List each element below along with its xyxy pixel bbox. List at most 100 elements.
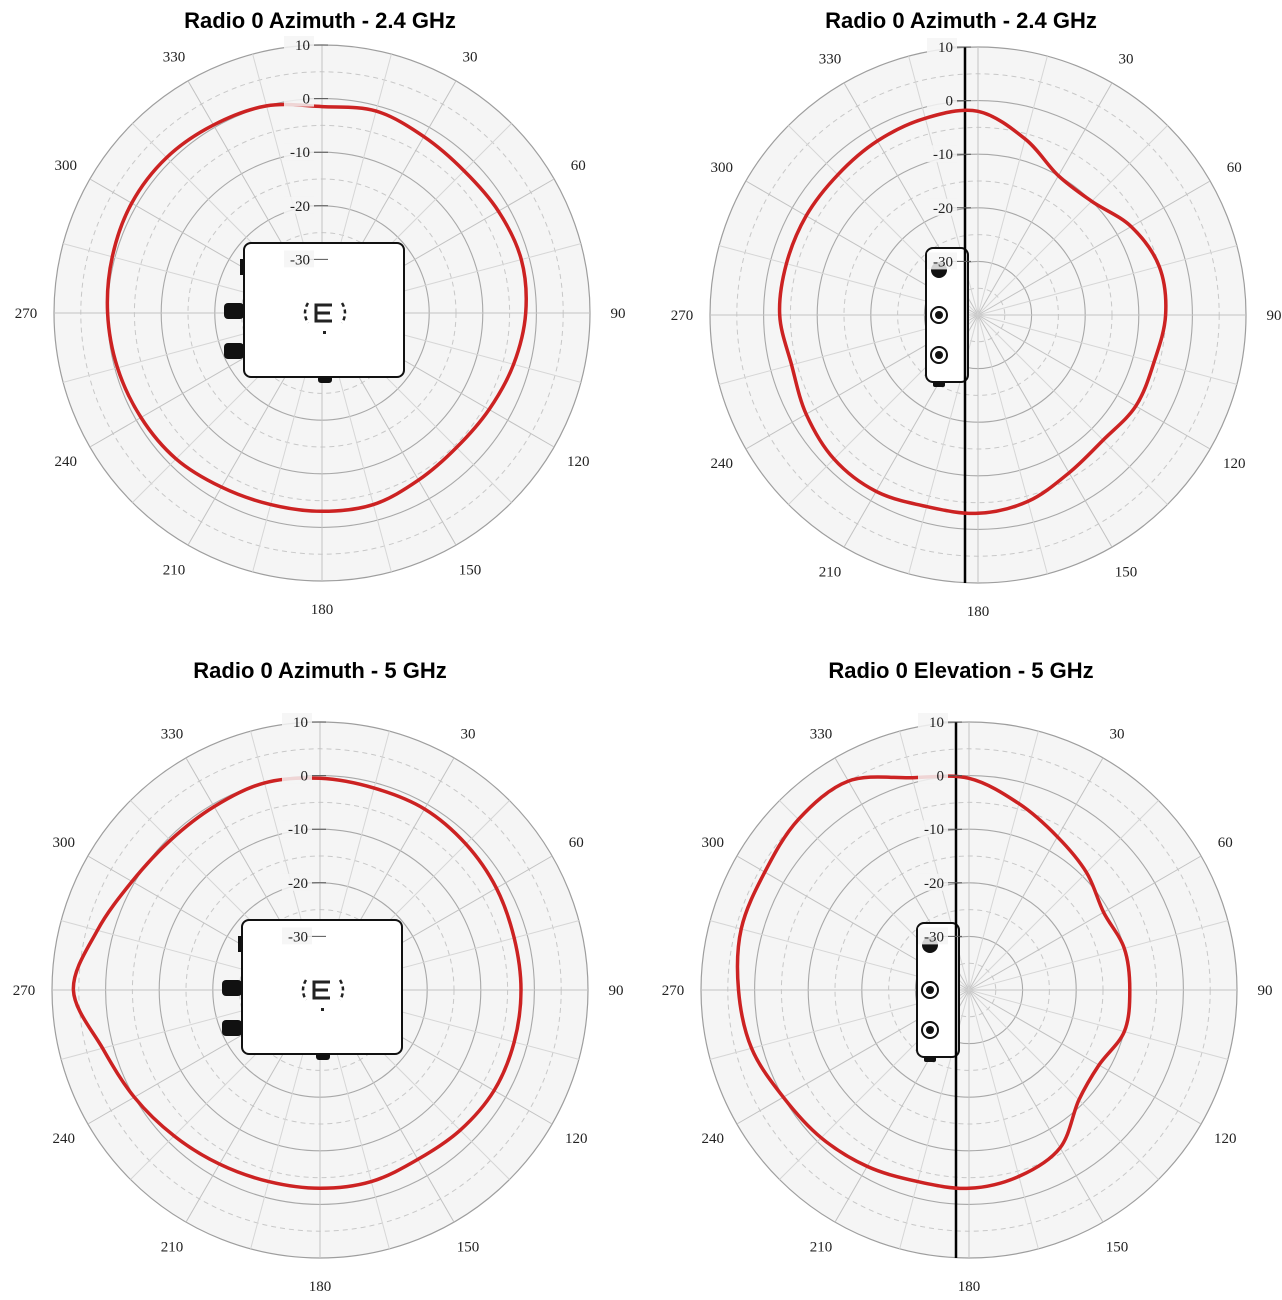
grid-spoke <box>968 989 1104 1223</box>
access-point-side-view <box>925 247 969 387</box>
grid-spoke <box>977 82 1113 316</box>
r-tick-label: 10 <box>938 40 953 56</box>
grid-spoke <box>968 757 1104 991</box>
grid-spoke <box>977 180 1211 316</box>
r-tick-label: -10 <box>924 822 944 838</box>
angle-label: 300 <box>54 158 77 174</box>
angle-label: 60 <box>1227 160 1242 176</box>
angle-label: 300 <box>710 160 733 176</box>
grid-spoke <box>977 314 1113 548</box>
r-tick-label: -20 <box>933 201 953 217</box>
angle-label: 60 <box>1218 835 1233 851</box>
angle-label: 330 <box>819 52 842 68</box>
angle-label: 120 <box>567 454 590 470</box>
angle-label: 120 <box>1223 456 1246 472</box>
pattern-line <box>777 108 1168 516</box>
r-tick-label: -10 <box>288 822 308 838</box>
r-tick-label: 10 <box>929 715 944 731</box>
grid-spoke <box>968 989 1159 1180</box>
angle-label: 330 <box>163 50 186 66</box>
chart-panel-1: Radio 0 Azimuth - 2.4 GHz 30 60 90 120 150 180… <box>0 0 641 650</box>
r-tick-label: -30 <box>924 929 944 945</box>
grid-spoke <box>977 314 1048 574</box>
grid-spoke <box>968 731 1039 991</box>
r-tick-label: -10 <box>290 145 310 161</box>
angle-label: 270 <box>662 983 685 999</box>
angle-label: 180 <box>967 604 990 620</box>
polar-chart: Radio 0 Azimuth - 2.4 GHz 30 60 90 120 150 180… <box>671 8 1282 620</box>
r-tick-label: -30 <box>290 252 310 268</box>
angle-label: 300 <box>52 835 75 851</box>
angle-label: 90 <box>1267 308 1282 324</box>
angle-label: 270 <box>13 983 36 999</box>
angle-label: 180 <box>309 1279 332 1295</box>
grid-spoke <box>968 855 1202 991</box>
chart-panel-2: Radio 0 Azimuth - 2.4 GHz 30 60 90 120 150 180… <box>641 0 1282 650</box>
angle-label: 210 <box>163 562 186 578</box>
angle-label: 60 <box>569 835 584 851</box>
r-tick-label: 10 <box>293 715 308 731</box>
angle-label: 240 <box>701 1131 724 1147</box>
r-tick-label: 0 <box>937 769 945 785</box>
grid-spoke <box>977 314 1211 450</box>
angle-label: 300 <box>701 835 724 851</box>
chart-title: Radio 0 Azimuth - 2.4 GHz <box>825 8 1097 33</box>
angle-label: 180 <box>958 1279 981 1295</box>
angle-label: 120 <box>565 1131 588 1147</box>
angle-label: 210 <box>810 1239 833 1255</box>
grid-spoke <box>977 56 1048 316</box>
chart-title: Radio 0 Azimuth - 5 GHz <box>193 658 446 683</box>
polar-chart: Radio 0 Azimuth - 2.4 GHz 30 60 90 120 150 180… <box>15 8 626 618</box>
r-tick-label: -20 <box>288 876 308 892</box>
grid-spoke <box>977 125 1168 316</box>
r-tick-label: -10 <box>933 147 953 163</box>
angle-label: 90 <box>611 306 626 322</box>
angle-label: 270 <box>671 308 694 324</box>
angle-label: 150 <box>1106 1239 1129 1255</box>
angle-label: 30 <box>461 727 476 743</box>
grid-spoke <box>968 800 1159 991</box>
r-tick-label: -30 <box>933 254 953 270</box>
r-tick-label: -20 <box>290 199 310 215</box>
chart-title: Radio 0 Azimuth - 2.4 GHz <box>184 8 456 33</box>
pattern-line <box>71 776 523 1191</box>
r-tick-label: 0 <box>301 769 309 785</box>
polar-chart: Radio 0 Azimuth - 5 GHz 30 60 90 120 150 180 21… <box>13 658 624 1295</box>
angle-label: 240 <box>710 456 733 472</box>
angle-label: 180 <box>311 602 334 618</box>
polar-chart: Radio 0 Elevation - 5 GHz 30 60 90 120 150 180… <box>662 658 1273 1295</box>
angle-label: 30 <box>1110 727 1125 743</box>
angle-label: 60 <box>571 158 586 174</box>
grid-spoke <box>968 989 1202 1125</box>
grid-spoke <box>977 314 1168 505</box>
angle-label: 240 <box>52 1131 75 1147</box>
angle-label: 150 <box>1115 564 1138 580</box>
angle-label: 90 <box>1258 983 1273 999</box>
chart-panel-3: Radio 0 Azimuth - 5 GHz 30 60 90 120 150 180 21… <box>0 650 641 1300</box>
chart-panel-4: Radio 0 Elevation - 5 GHz 30 60 90 120 150 180… <box>641 650 1282 1300</box>
angle-label: 210 <box>161 1239 184 1255</box>
angle-label: 270 <box>15 306 38 322</box>
angle-label: 330 <box>161 727 184 743</box>
angle-label: 120 <box>1214 1131 1237 1147</box>
grid-spoke <box>968 920 1228 991</box>
grid-spoke <box>968 989 1039 1249</box>
angle-label: 30 <box>463 50 478 66</box>
angle-label: 240 <box>54 454 77 470</box>
chart-title: Radio 0 Elevation - 5 GHz <box>828 658 1093 683</box>
access-point-top-view <box>222 919 403 1060</box>
angle-label: 30 <box>1119 52 1134 68</box>
angle-label: 150 <box>457 1239 480 1255</box>
r-tick-label: -20 <box>924 876 944 892</box>
r-tick-label: 0 <box>303 92 311 108</box>
pattern-line <box>735 774 1132 1191</box>
r-tick-label: 10 <box>295 38 310 54</box>
access-point-top-view <box>224 242 405 383</box>
pattern-line <box>105 102 528 514</box>
r-tick-label: 0 <box>946 94 954 110</box>
grid-spoke <box>968 989 1228 1060</box>
angle-label: 150 <box>459 562 482 578</box>
angle-label: 330 <box>810 727 833 743</box>
grid-spoke <box>977 245 1237 316</box>
grid-spoke <box>977 314 1237 385</box>
